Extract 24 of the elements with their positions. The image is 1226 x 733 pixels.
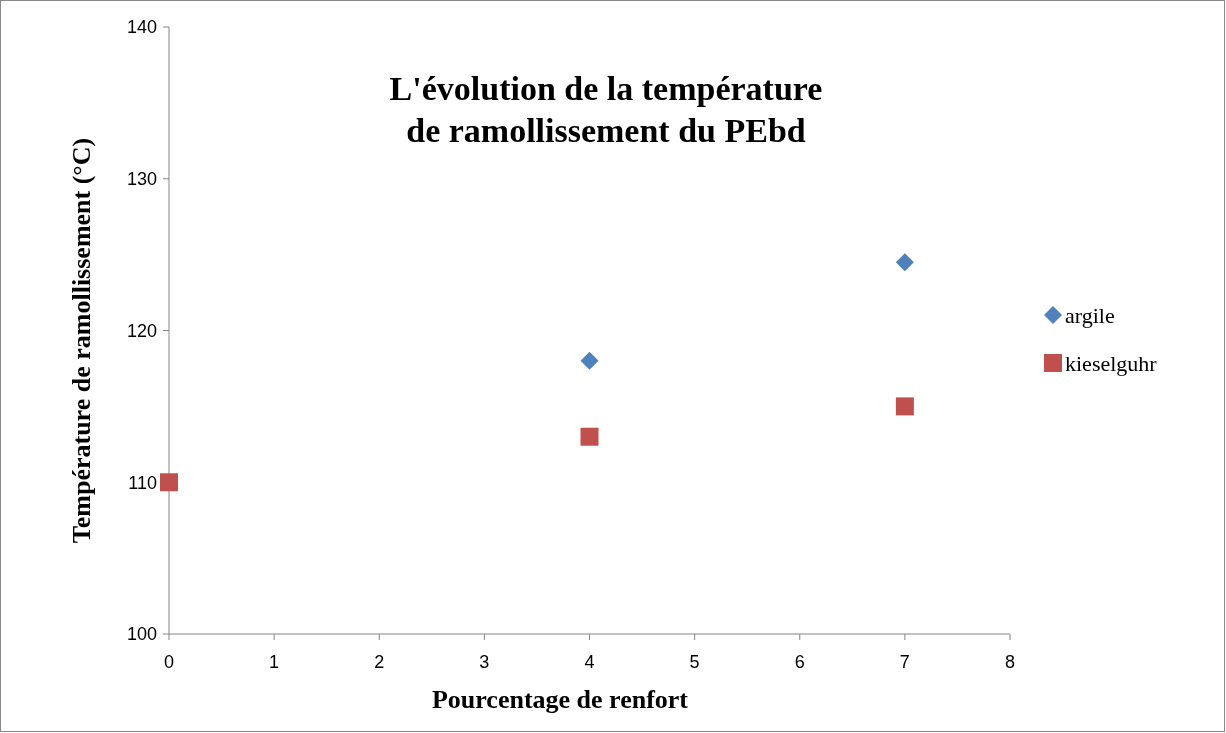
y-axis-title: Température de ramollissement (°C): [67, 137, 96, 544]
point: [895, 253, 914, 272]
point: [580, 427, 599, 446]
point: [895, 397, 914, 416]
x-tick-label: 5: [689, 652, 700, 672]
y-tick-label: 110: [128, 472, 157, 493]
x-tick-label: 1: [269, 652, 280, 672]
x-axis-title: Pourcentage de renfort: [431, 685, 689, 714]
x-tick-label: 8: [1004, 652, 1016, 672]
x-tick-label: 2: [374, 652, 385, 672]
y-tick-label: 100: [126, 624, 157, 645]
text: L'évolution de la température de ramollissement du PEbd: [389, 70, 823, 149]
x-tick-label: 0: [163, 652, 175, 672]
y-tick-label: 140: [126, 17, 157, 38]
y-tick-label: 120: [126, 320, 157, 341]
x-tick-label: 4: [584, 652, 595, 672]
x-tick-label: 6: [794, 652, 805, 672]
legend-label: argile: [1065, 302, 1115, 328]
x-tick-label: 3: [479, 652, 490, 672]
point: [580, 351, 599, 370]
legend-label: kieselguhr: [1065, 350, 1158, 376]
point: [160, 473, 178, 492]
x-tick-label: 7: [899, 652, 910, 672]
y-tick-label: 130: [126, 169, 157, 190]
